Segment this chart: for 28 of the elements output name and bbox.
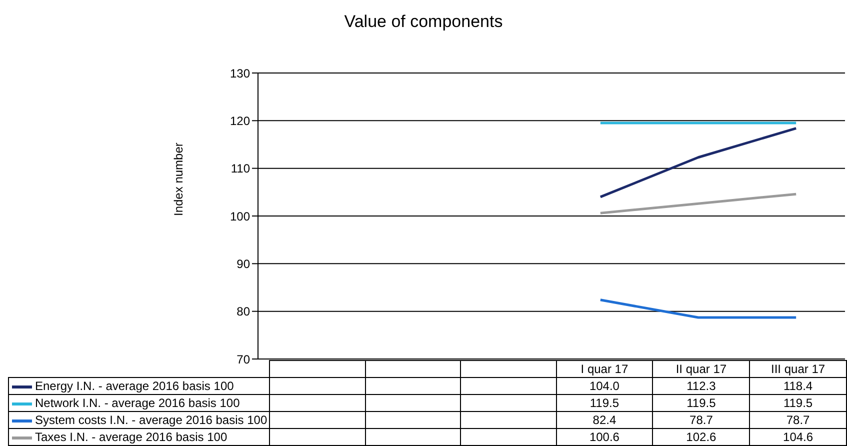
data-label: 104.0 [556, 378, 653, 394]
data-label: 112.3 [652, 378, 750, 394]
y-tick-label: 90 [236, 256, 250, 271]
data-label: 100.6 [556, 428, 653, 446]
data-label: 119.5 [556, 394, 653, 412]
legend-label: System costs I.N. - average 2016 basis 100 [35, 413, 268, 427]
data-label: 102.6 [652, 428, 750, 446]
y-tick-label: 130 [230, 66, 250, 80]
x-tick-label: III quar 17 [750, 360, 846, 378]
data-label: 82.4 [556, 412, 653, 428]
y-axis-title: Index number [171, 142, 186, 216]
x-tick-label: II quar 17 [652, 360, 750, 378]
legend-label: Energy I.N. - average 2016 basis 100 [35, 379, 234, 393]
legend-label: Taxes I.N. - average 2016 basis 100 [35, 430, 228, 444]
data-label: 78.7 [652, 412, 750, 428]
y-tick-label: 100 [230, 209, 250, 224]
x-tick-label: I quar 17 [556, 360, 653, 378]
legend-label: Network I.N. - average 2016 basis 100 [35, 396, 240, 410]
data-label: 119.5 [652, 394, 750, 412]
y-tick-label: 70 [236, 352, 250, 366]
data-label: 104.6 [750, 428, 846, 446]
data-label: 118.4 [750, 378, 846, 394]
y-tick-label: 110 [230, 162, 250, 176]
data-label: 119.5 [750, 394, 846, 412]
chart-title: Value of components [343, 12, 504, 32]
y-tick-label: 80 [236, 304, 250, 319]
data-label: 78.7 [750, 412, 846, 428]
y-tick-label: 120 [230, 114, 250, 128]
